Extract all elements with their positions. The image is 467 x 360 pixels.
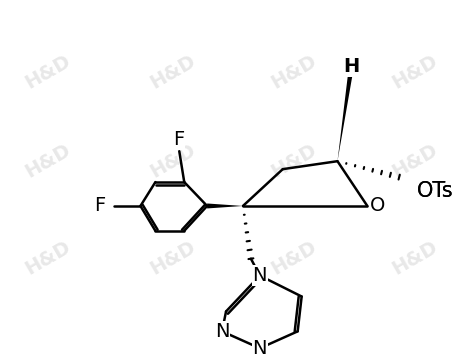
Text: H&D: H&D [21, 141, 74, 182]
Text: H&D: H&D [389, 237, 441, 279]
Text: F: F [94, 197, 105, 216]
Text: N: N [253, 339, 267, 358]
Text: H: H [343, 57, 360, 76]
Text: N: N [215, 322, 229, 341]
Text: H&D: H&D [147, 51, 199, 92]
Text: H&D: H&D [147, 141, 199, 182]
Text: F: F [173, 130, 184, 149]
Text: F: F [94, 197, 105, 216]
Text: H&D: H&D [268, 51, 320, 92]
Text: O: O [369, 197, 385, 216]
Text: F: F [173, 130, 184, 149]
Text: OTs: OTs [417, 181, 454, 201]
Text: N: N [253, 339, 267, 358]
Text: O: O [369, 197, 385, 216]
Text: H: H [343, 57, 360, 76]
Text: H&D: H&D [268, 141, 320, 182]
Text: N: N [215, 322, 229, 341]
Text: N: N [253, 266, 267, 285]
Text: H&D: H&D [21, 51, 74, 92]
Polygon shape [338, 66, 354, 161]
Text: H&D: H&D [147, 237, 199, 279]
Text: H&D: H&D [389, 51, 441, 92]
Text: OTs: OTs [417, 181, 454, 201]
Text: H&D: H&D [389, 141, 441, 182]
Text: H&D: H&D [21, 237, 74, 279]
Text: H&D: H&D [268, 237, 320, 279]
Polygon shape [207, 203, 243, 208]
Text: N: N [253, 266, 267, 285]
